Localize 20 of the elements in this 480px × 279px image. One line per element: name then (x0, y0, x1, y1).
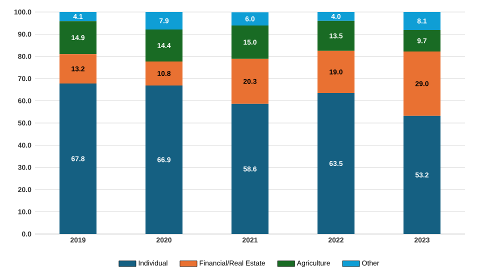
bar (60, 54, 96, 84)
bar (403, 52, 440, 116)
bar (146, 30, 182, 62)
bar (403, 30, 440, 52)
bar (403, 116, 440, 234)
bar (60, 12, 96, 22)
bar (60, 21, 96, 54)
bar (317, 93, 354, 234)
bar (231, 12, 268, 26)
bar (146, 62, 182, 86)
bar (317, 20, 354, 51)
bar (317, 50, 354, 94)
bar (146, 12, 182, 30)
bar (317, 12, 354, 21)
bar (231, 58, 268, 104)
bar (146, 85, 182, 234)
bar (231, 26, 268, 59)
bar (60, 83, 96, 234)
bar (231, 104, 268, 234)
bar (403, 12, 440, 30)
